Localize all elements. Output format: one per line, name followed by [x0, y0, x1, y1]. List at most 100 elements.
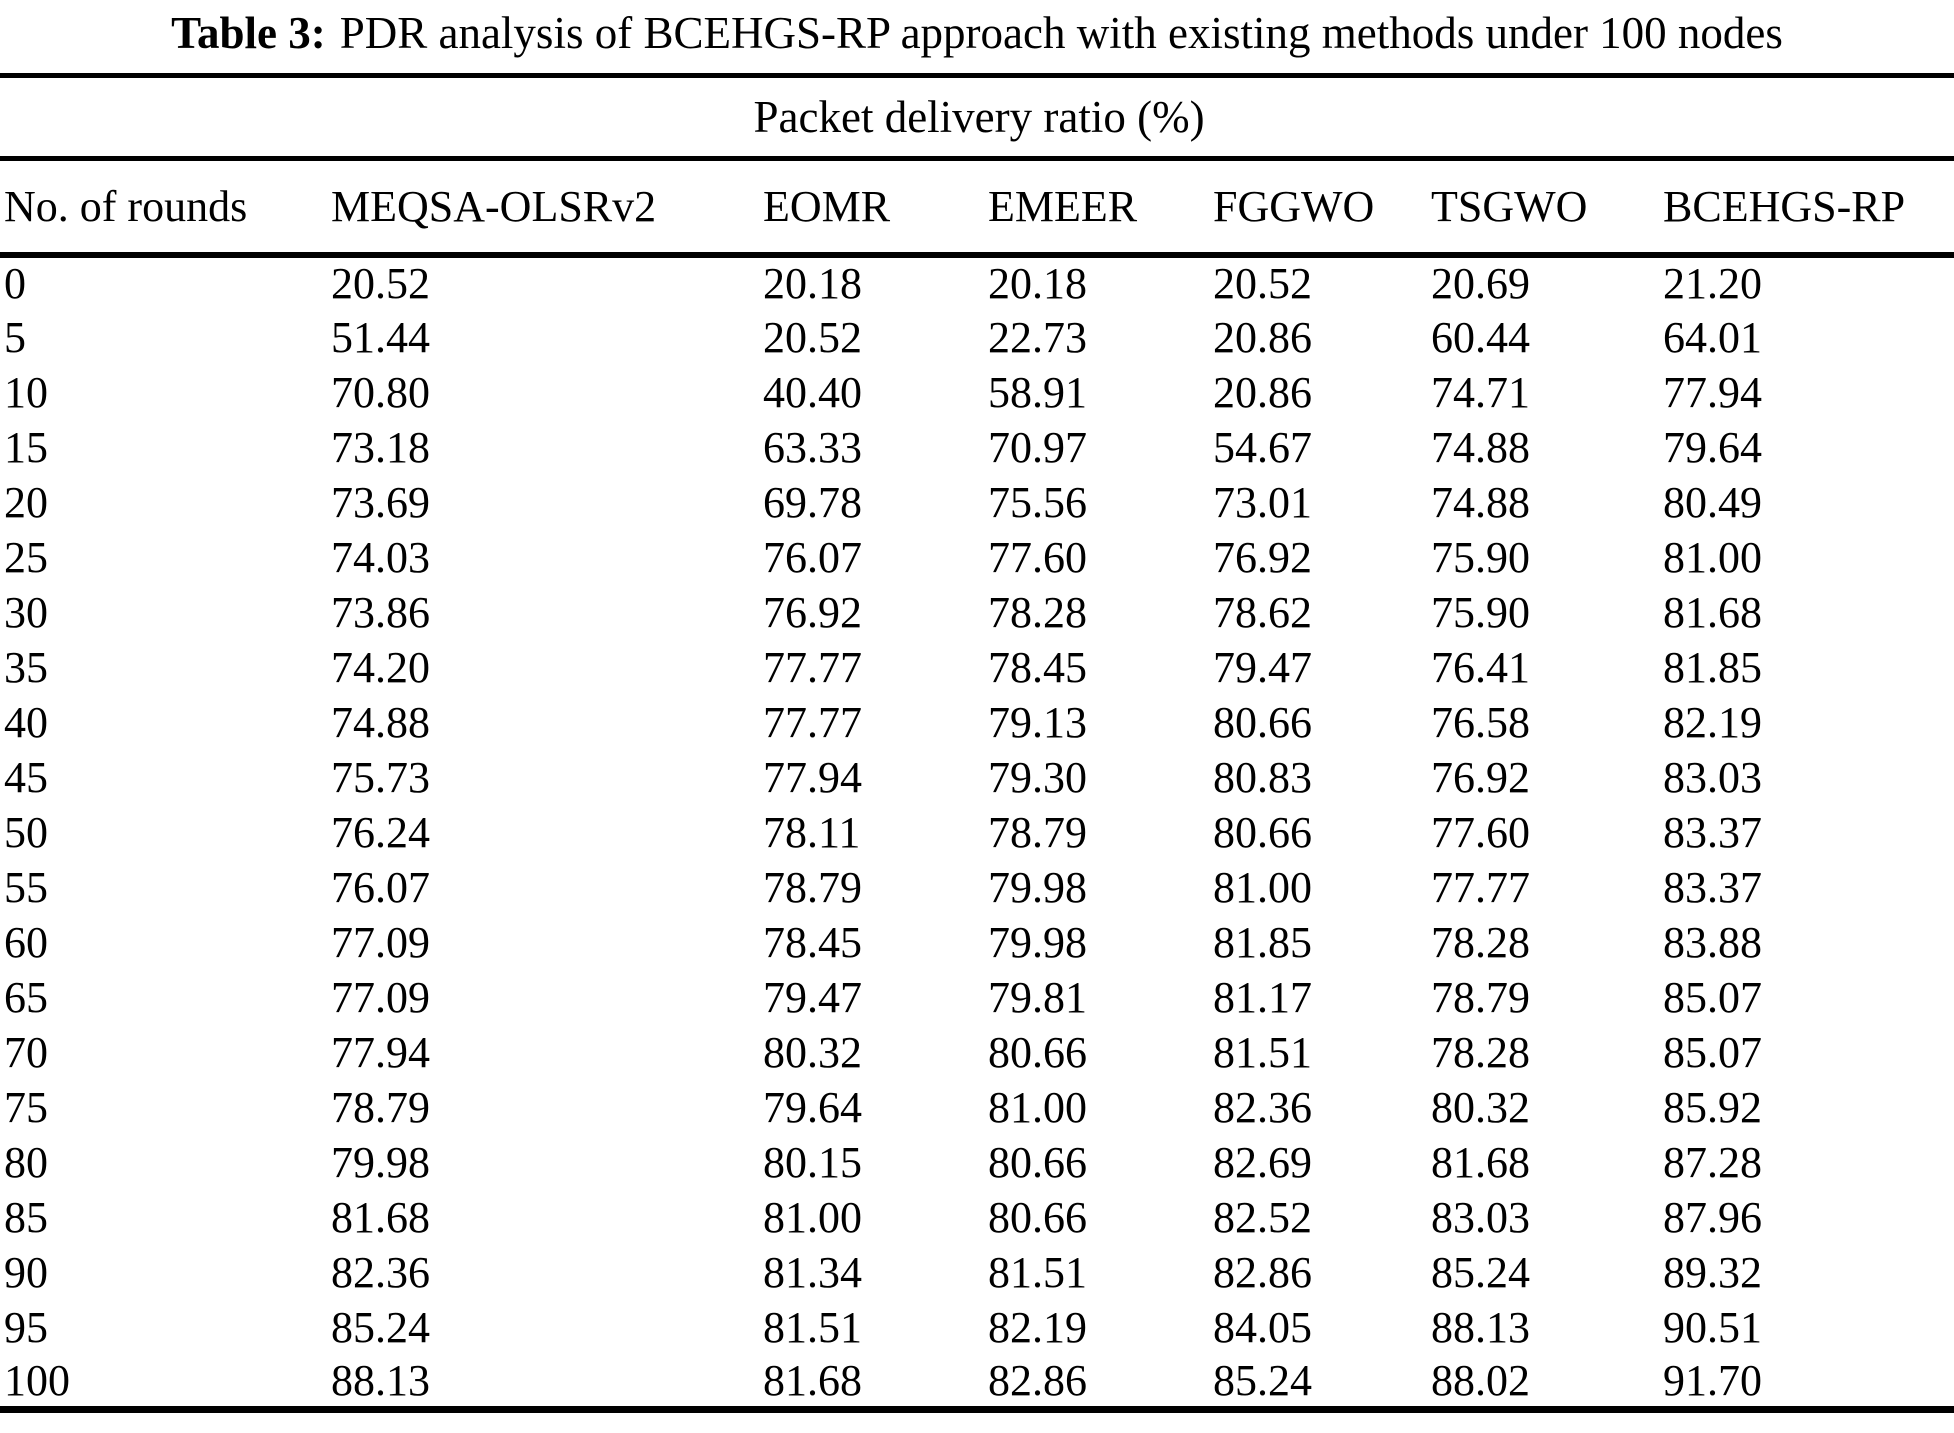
- table-cell: 84.05: [1213, 1302, 1312, 1352]
- table-cell: 70.80: [331, 367, 430, 417]
- table-cell: 80.32: [1431, 1082, 1530, 1132]
- table-cell: 20.86: [1213, 312, 1312, 362]
- table-cell: 0: [4, 259, 26, 308]
- table-cell: 88.13: [1431, 1302, 1530, 1352]
- table-row: 30 73.86 76.92 78.28 78.62 75.90 81.68: [0, 585, 1954, 640]
- table-cell: 25: [4, 532, 48, 582]
- table-row: 100 88.13 81.68 82.86 85.24 88.02 91.70: [0, 1355, 1954, 1410]
- table-cell: 80.66: [988, 1027, 1087, 1077]
- table-cell: 79.98: [988, 917, 1087, 967]
- table-cell: 73.69: [331, 477, 430, 527]
- table-cell: 85.24: [331, 1302, 430, 1352]
- table-cell: 78.28: [1431, 917, 1530, 967]
- table-cell: 78.28: [988, 587, 1087, 637]
- table-row: 10 70.80 40.40 58.91 20.86 74.71 77.94: [0, 365, 1954, 420]
- table-cell: 70: [4, 1027, 48, 1077]
- column-header: No. of rounds: [0, 158, 327, 258]
- table-cell: 74.03: [331, 532, 430, 582]
- table-cell: 89.32: [1663, 1247, 1762, 1297]
- table-cell: 20.69: [1431, 259, 1530, 308]
- column-header: FGGWO: [1209, 158, 1427, 258]
- table-cell: 80.66: [1213, 697, 1312, 747]
- table-body: 0 20.52 20.18 20.18 20.52 20.69 21.20 5 51.44 20.…: [0, 255, 1954, 1410]
- table-cell: 70.97: [988, 422, 1087, 472]
- table-cell: 22.73: [988, 312, 1087, 362]
- table-cell: 75.90: [1431, 532, 1530, 582]
- table-cell: 81.68: [1431, 1137, 1530, 1187]
- table-cell: 69.78: [763, 477, 862, 527]
- table-cell: 81.85: [1663, 642, 1762, 692]
- table-cell: 90: [4, 1247, 48, 1297]
- table-cell: 77.09: [331, 972, 430, 1022]
- table-cell: 20.52: [763, 312, 862, 362]
- table-cell: 77.60: [1431, 807, 1530, 857]
- table-cell: 80.83: [1213, 752, 1312, 802]
- table-caption: Table 3: PDR analysis of BCEHGS-RP approa…: [0, 0, 1954, 73]
- table-cell: 82.69: [1213, 1137, 1312, 1187]
- table-cell: 74.88: [331, 697, 430, 747]
- table-cell: 20.18: [988, 259, 1087, 308]
- table-cell: 79.98: [988, 862, 1087, 912]
- table-cell: 78.28: [1431, 1027, 1530, 1077]
- table-cell: 82.36: [1213, 1082, 1312, 1132]
- table-cell: 30: [4, 587, 48, 637]
- table-cell: 77.60: [988, 532, 1087, 582]
- table-cell: 81.68: [331, 1192, 430, 1242]
- table-cell: 80.66: [988, 1192, 1087, 1242]
- table-cell: 95: [4, 1302, 48, 1352]
- table-cell: 78.79: [988, 807, 1087, 857]
- table-cell: 83.88: [1663, 917, 1762, 967]
- table-cell: 82.19: [1663, 697, 1762, 747]
- table-cell: 80.66: [1213, 807, 1312, 857]
- table-cell: 65: [4, 972, 48, 1022]
- table-cell: 40: [4, 697, 48, 747]
- table-cell: 63.33: [763, 422, 862, 472]
- table-row: 25 74.03 76.07 77.60 76.92 75.90 81.00: [0, 530, 1954, 585]
- table-cell: 88.02: [1431, 1355, 1530, 1405]
- table-cell: 85.24: [1431, 1247, 1530, 1297]
- table-row: 50 76.24 78.11 78.79 80.66 77.60 83.37: [0, 805, 1954, 860]
- table-cell: 81.17: [1213, 972, 1312, 1022]
- table-cell: 74.88: [1431, 477, 1530, 527]
- table-cell: 78.79: [331, 1082, 430, 1132]
- table-cell: 76.92: [1213, 532, 1312, 582]
- table-cell: 77.94: [763, 752, 862, 802]
- table-cell: 80.32: [763, 1027, 862, 1077]
- table-cell: 55: [4, 862, 48, 912]
- table-cell: 74.88: [1431, 422, 1530, 472]
- data-table: Packet delivery ratio (%) No. of rounds M…: [0, 73, 1954, 1413]
- table-cell: 20.18: [763, 259, 862, 308]
- table-row: 45 75.73 77.94 79.30 80.83 76.92 83.03: [0, 750, 1954, 805]
- table-row: 40 74.88 77.77 79.13 80.66 76.58 82.19: [0, 695, 1954, 750]
- table-cell: 87.96: [1663, 1192, 1762, 1242]
- table-cell: 73.18: [331, 422, 430, 472]
- table-row: 65 77.09 79.47 79.81 81.17 78.79 85.07: [0, 970, 1954, 1025]
- table-cell: 79.47: [763, 972, 862, 1022]
- table-row: 95 85.24 81.51 82.19 84.05 88.13 90.51: [0, 1300, 1954, 1355]
- table-cell: 51.44: [331, 312, 430, 362]
- table-cell: 88.13: [331, 1355, 430, 1405]
- table-cell: 100: [4, 1355, 70, 1405]
- table-cell: 74.71: [1431, 367, 1530, 417]
- table-cell: 78.45: [763, 917, 862, 967]
- table-row: 60 77.09 78.45 79.98 81.85 78.28 83.88: [0, 915, 1954, 970]
- table-cell: 81.51: [988, 1247, 1087, 1297]
- table-cell: 77.77: [1431, 862, 1530, 912]
- table-cell: 35: [4, 642, 48, 692]
- table-cell: 60.44: [1431, 312, 1530, 362]
- table-cell: 78.62: [1213, 587, 1312, 637]
- table-cell: 82.52: [1213, 1192, 1312, 1242]
- table-cell: 75.73: [331, 752, 430, 802]
- table-row: 70 77.94 80.32 80.66 81.51 78.28 85.07: [0, 1025, 1954, 1080]
- column-header: MEQSA-OLSRv2: [327, 158, 759, 258]
- table-cell: 91.70: [1663, 1355, 1762, 1405]
- table-cell: 21.20: [1663, 259, 1762, 308]
- table-cell: 20.52: [1213, 259, 1312, 308]
- table-cell: 73.01: [1213, 477, 1312, 527]
- table-cell: 81.51: [1213, 1027, 1312, 1077]
- table-cell: 82.36: [331, 1247, 430, 1297]
- table-cell: 76.07: [763, 532, 862, 582]
- table-cell: 50: [4, 807, 48, 857]
- table-cell: 76.07: [331, 862, 430, 912]
